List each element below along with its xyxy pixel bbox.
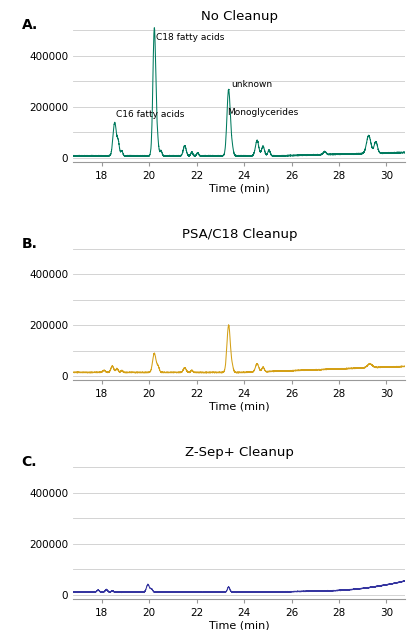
- Text: B.: B.: [22, 237, 38, 251]
- Text: Monoglycerides: Monoglycerides: [227, 108, 299, 117]
- X-axis label: Time (min): Time (min): [209, 621, 270, 630]
- Text: C.: C.: [22, 455, 37, 469]
- Text: C18 fatty acids: C18 fatty acids: [156, 33, 224, 42]
- Text: C16 fatty acids: C16 fatty acids: [116, 110, 185, 119]
- Title: No Cleanup: No Cleanup: [201, 9, 278, 23]
- Text: unknown: unknown: [231, 80, 272, 89]
- Title: PSA/C18 Cleanup: PSA/C18 Cleanup: [181, 228, 297, 241]
- X-axis label: Time (min): Time (min): [209, 183, 270, 193]
- X-axis label: Time (min): Time (min): [209, 402, 270, 412]
- Text: A.: A.: [22, 18, 38, 32]
- Title: Z-Sep+ Cleanup: Z-Sep+ Cleanup: [185, 447, 294, 459]
